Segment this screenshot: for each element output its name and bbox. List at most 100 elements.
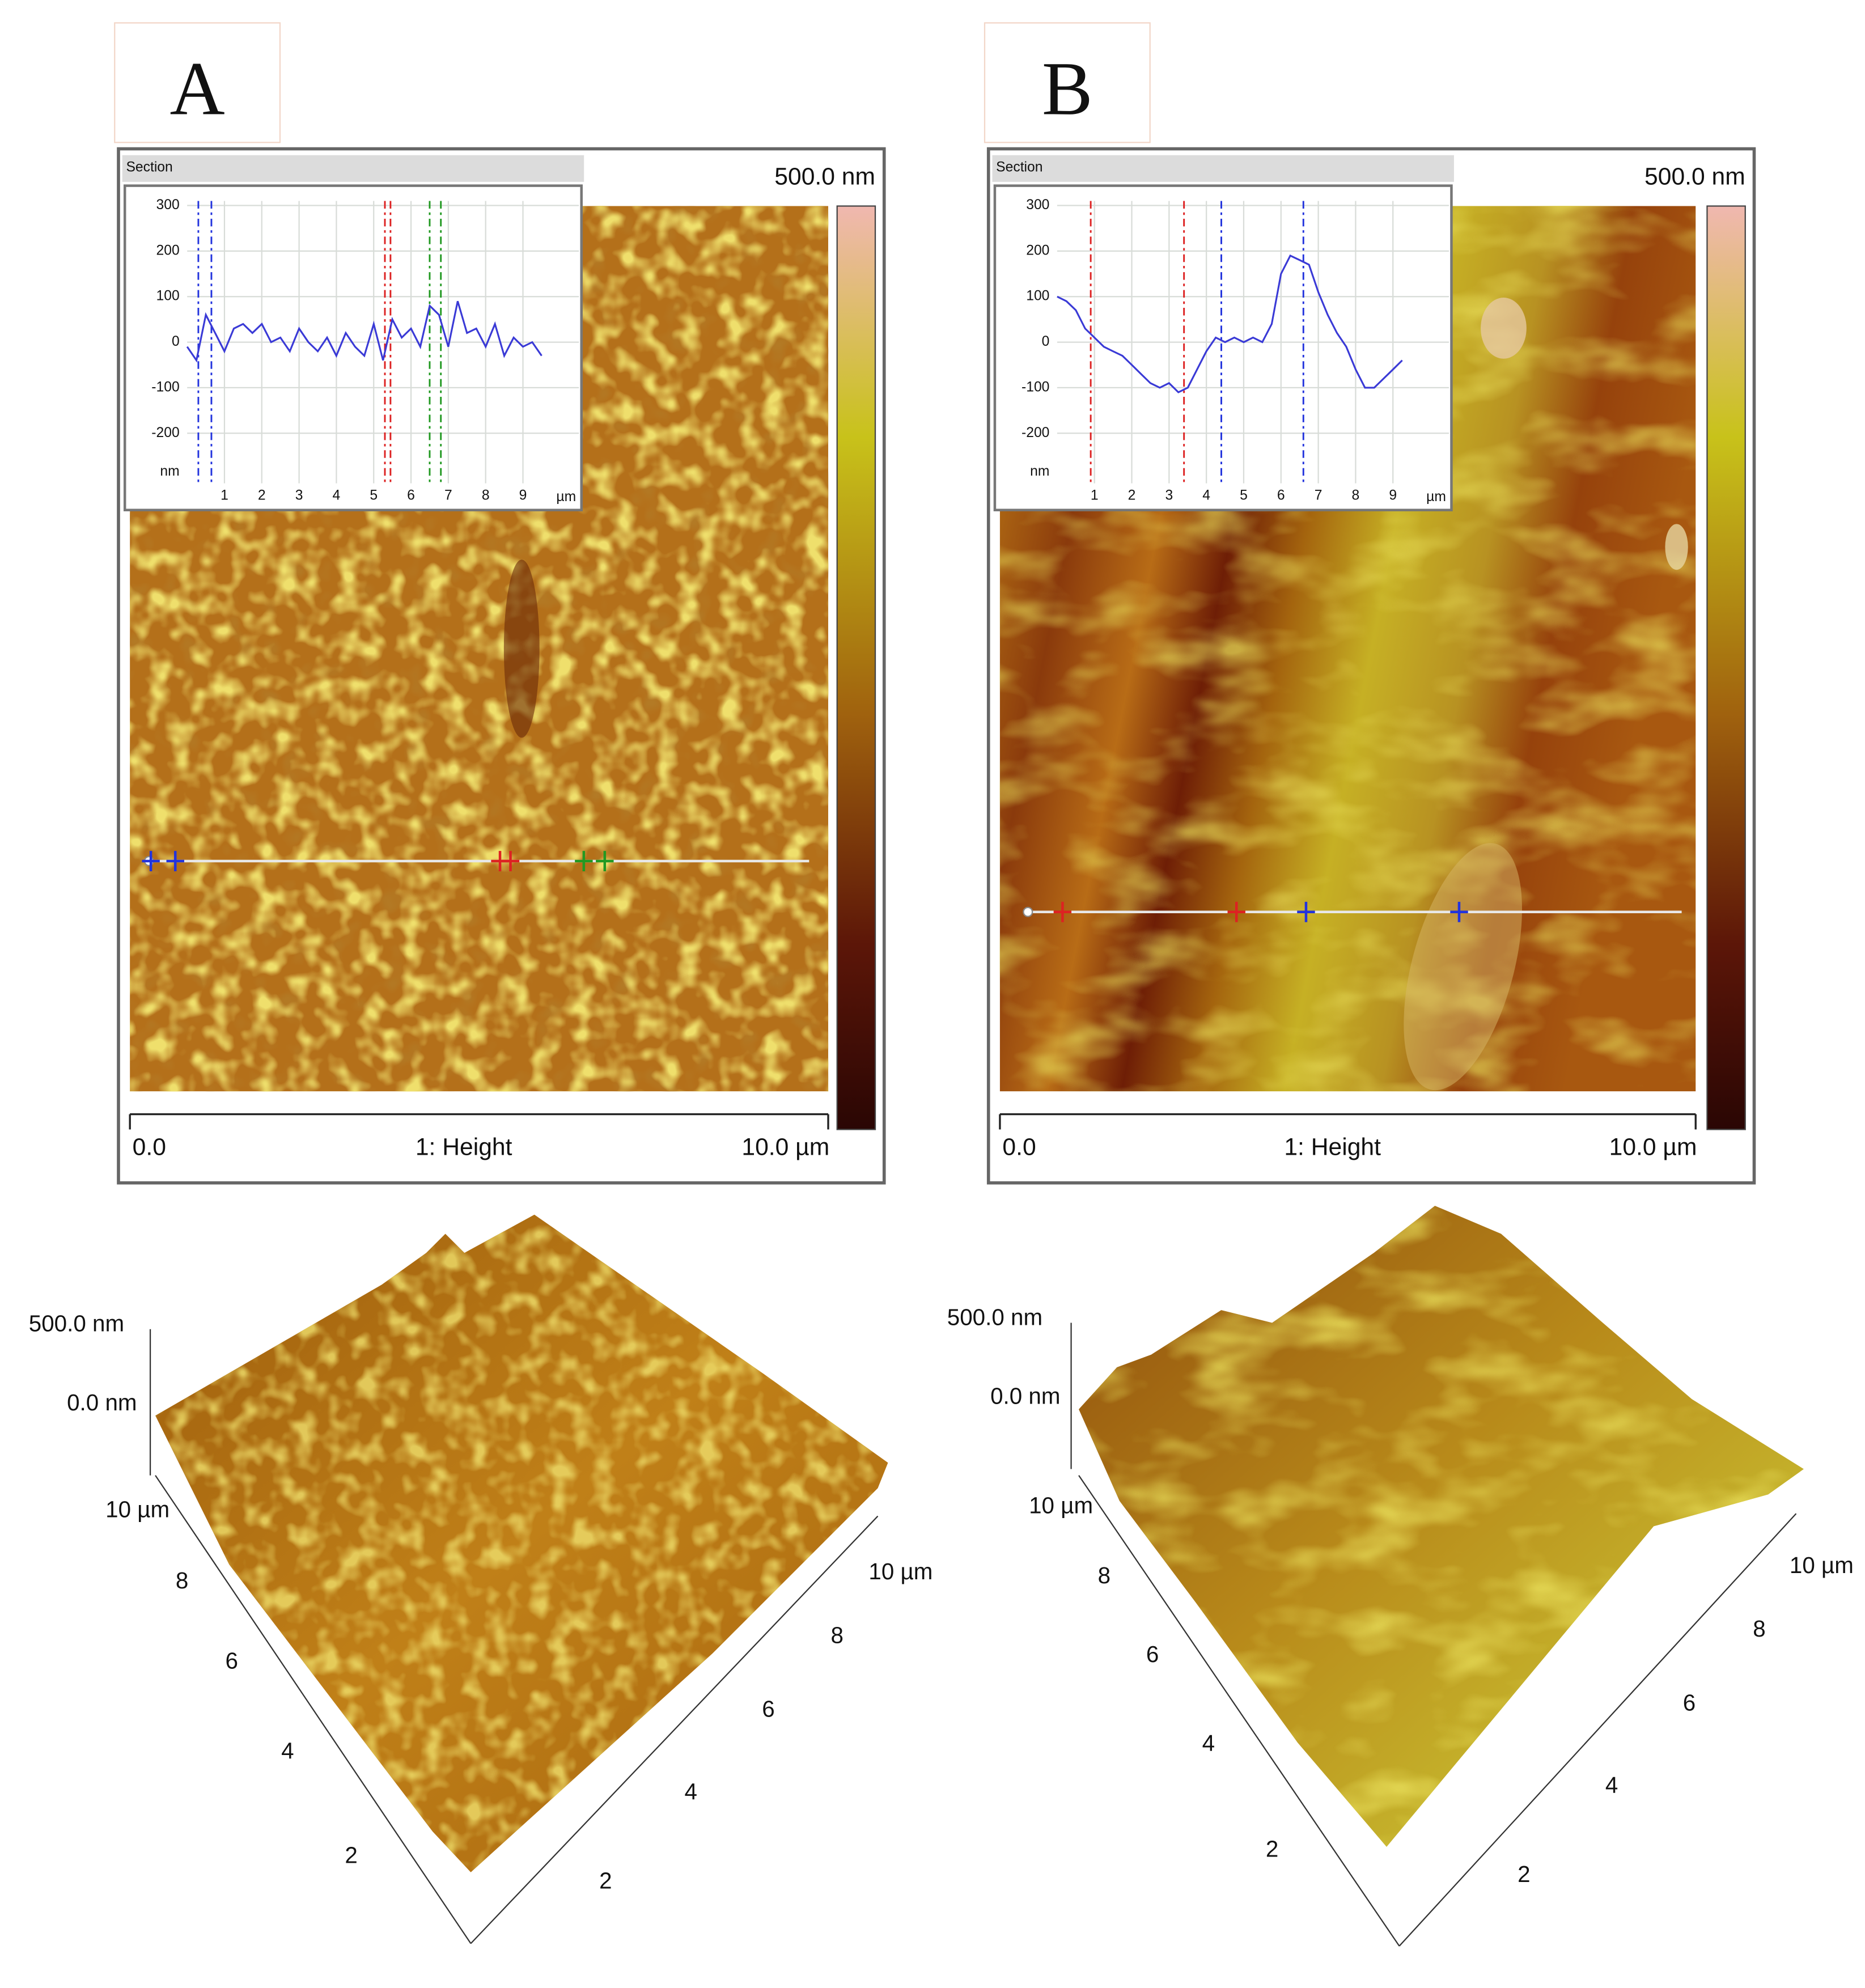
scan-axis-start: 0.0 (133, 1133, 166, 1160)
inset-x-unit: µm (1426, 489, 1446, 505)
section-marker (166, 851, 184, 871)
section-profile (186, 300, 542, 363)
inset-y-tick-label: 300 (1026, 197, 1049, 213)
inset-y-tick-label: 200 (156, 243, 180, 258)
section-marker (1297, 901, 1315, 922)
image-bright-particle (1481, 298, 1527, 359)
section-marker (1450, 901, 1468, 922)
inset-x-tick-label: 3 (1165, 488, 1173, 503)
image-bright-particle (1665, 524, 1688, 570)
inset-box (993, 184, 1453, 511)
scan-axis-title: 1: Height (1284, 1133, 1381, 1160)
left-axis-label: 6 (225, 1647, 238, 1673)
base-axis (470, 1515, 879, 1944)
section-marker (501, 851, 520, 871)
section-marker (1053, 901, 1072, 922)
left-axis-label: 4 (281, 1738, 294, 1764)
inset-x-tick-label: 8 (482, 488, 490, 503)
base-axis (1398, 1513, 1797, 1947)
scan-axis-start: 0.0 (1002, 1133, 1036, 1160)
right-axis-label: 6 (1683, 1689, 1696, 1715)
inset-x-tick-label: 2 (258, 488, 266, 503)
inset-y-tick-label: 0 (1042, 334, 1050, 349)
inset-titlebar (992, 155, 1454, 182)
right-axis-label: 10 µm (1790, 1552, 1854, 1578)
inset-x-tick-label: 4 (1202, 488, 1210, 503)
inset-x-tick-label: 1 (1091, 488, 1099, 503)
right-axis-label: 4 (1605, 1772, 1618, 1798)
left-axis-label: 4 (1202, 1730, 1215, 1756)
section-marker (142, 851, 160, 871)
scan-axis-title: 1: Height (416, 1133, 512, 1160)
right-axis-label: 6 (762, 1696, 774, 1722)
inset-y-tick-label: 100 (1026, 289, 1049, 304)
surface-texture (1079, 1206, 1804, 1847)
surface-texture (155, 1214, 888, 1872)
right-axis-label: 4 (684, 1778, 697, 1804)
left-axis-label: 2 (1266, 1836, 1278, 1862)
base-axis (155, 1475, 472, 1944)
inset-x-tick-label: 8 (1352, 488, 1360, 503)
inset-x-tick-label: 6 (407, 488, 415, 503)
section-marker (596, 851, 614, 871)
scan-axis-end: 10.0 µm (741, 1133, 829, 1160)
right-axis-label: 2 (1518, 1861, 1530, 1887)
inset-y-tick-label: -100 (1021, 379, 1049, 395)
left-axis-label: 10 µm (105, 1496, 169, 1522)
scan-axis-end: 10.0 µm (1609, 1133, 1697, 1160)
section-marker (1227, 901, 1245, 922)
inset-x-tick-label: 2 (1128, 488, 1136, 503)
inset-box (123, 184, 583, 511)
right-axis-label: 10 µm (868, 1558, 932, 1584)
label-box (114, 22, 281, 143)
inset-x-tick-label: 7 (1315, 488, 1323, 503)
colorbar-label: 500.0 nm (774, 163, 875, 190)
left-axis-label: 6 (1146, 1641, 1159, 1667)
label-box (984, 22, 1151, 143)
inset-titlebar (122, 155, 584, 182)
right-axis-label: 2 (599, 1867, 612, 1893)
inset-y-tick-label: -100 (151, 379, 179, 395)
inset-y-tick-label: 200 (1026, 243, 1049, 258)
inset-y-tick-label: -200 (1021, 425, 1049, 440)
right-axis-label: 8 (1753, 1616, 1765, 1642)
inset-title: Section (996, 160, 1042, 175)
inset-x-tick-label: 3 (295, 488, 303, 503)
colorbar (1706, 205, 1746, 1130)
right-axis-label: 8 (830, 1622, 843, 1648)
surface-3d (155, 1214, 888, 1872)
left-axis-label: 8 (1098, 1562, 1110, 1588)
inset-title: Section (126, 160, 172, 175)
inset-x-tick-label: 9 (1389, 488, 1397, 503)
inset-y-tick-label: -200 (151, 425, 179, 440)
inset-y-tick-label: 300 (156, 197, 180, 213)
inset-x-tick-label: 9 (519, 488, 527, 503)
inset-y-tick-label: 100 (156, 289, 180, 304)
colorbar-label: 500.0 nm (1644, 163, 1745, 190)
inset-y-tick-label: 0 (172, 334, 180, 349)
inset-x-tick-label: 6 (1277, 488, 1285, 503)
inset-y-unit: nm (160, 464, 179, 479)
base-axis (1078, 1475, 1400, 1947)
section-profile (1057, 254, 1403, 393)
left-axis-label: 2 (345, 1842, 357, 1868)
left-axis-label: 8 (176, 1567, 188, 1593)
section-marker (575, 851, 593, 871)
z-axis-label: 0.0 nm (67, 1389, 137, 1415)
image-bright-streak (1404, 843, 1522, 1091)
inset-x-tick-label: 5 (370, 488, 378, 503)
image-trench (503, 559, 540, 738)
panel-label: B (1042, 46, 1093, 131)
inset-x-tick-label: 1 (221, 488, 228, 503)
inset-x-tick-label: 5 (1240, 488, 1248, 503)
left-axis-label: 10 µm (1029, 1493, 1093, 1519)
colorbar (836, 205, 876, 1130)
inset-x-tick-label: 4 (333, 488, 341, 503)
z-axis-label: 500.0 nm (947, 1304, 1042, 1330)
surface-3d (1079, 1206, 1804, 1847)
z-axis-label: 0.0 nm (990, 1383, 1060, 1409)
section-line-start (1023, 906, 1033, 917)
panel-label: A (169, 46, 224, 131)
